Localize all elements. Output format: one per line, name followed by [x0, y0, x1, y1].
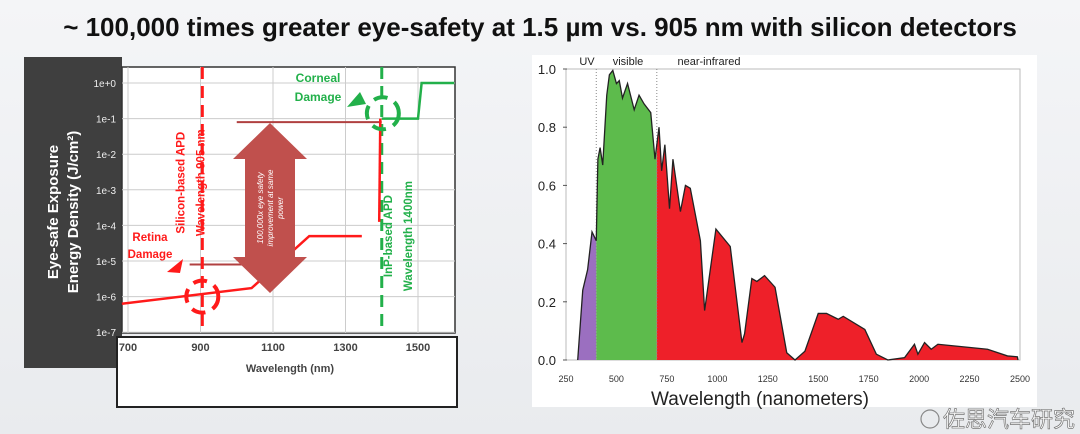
y-tick-label: 0.8 — [538, 120, 556, 135]
corneal-pointer-icon — [347, 92, 366, 107]
x-tick-label: 2500 — [1010, 374, 1030, 384]
arrow-label-line2: improvement at same — [266, 169, 275, 246]
double-arrow-icon — [233, 123, 307, 293]
x-axis-label: Wavelength (nm) — [246, 363, 335, 375]
x-tick-label: 1100 — [261, 342, 285, 354]
x-tick-label: 900 — [191, 342, 209, 354]
x-tick-label: 500 — [609, 374, 624, 384]
band-label: visible — [613, 56, 644, 68]
spectrum-area-near-infrared — [656, 127, 1018, 360]
x-tick-label: 1750 — [859, 374, 879, 384]
y-tick-label: 1e-7 — [96, 328, 116, 339]
x-tick-label: 250 — [558, 374, 573, 384]
x-axis-panel — [116, 336, 458, 408]
x-tick-label: 750 — [659, 374, 674, 384]
y-tick-label: 1e-3 — [96, 186, 116, 197]
watermark: 佐思汽车研究 — [943, 408, 1075, 433]
x-tick-label: 700 — [119, 342, 137, 354]
y-axis-panel — [24, 57, 122, 368]
retina-label-line1: Retina — [132, 232, 168, 244]
arrow-label-line1: 100,000x eye safety — [256, 171, 265, 244]
y-axis-label-line1: Eye-safe Exposure — [45, 145, 62, 279]
retina-label-line2: Damage — [128, 249, 173, 261]
y-axis-label-line2: Energy Density (J/cm²) — [65, 131, 82, 294]
corneal-label-line1: Corneal — [296, 71, 341, 85]
marker-label-silicon: Silicon-based APD Wavelength 905 nm — [175, 129, 207, 236]
y-tick-label: 0.4 — [538, 237, 556, 252]
marker-label-line2: Wavelength 905 nm — [195, 129, 207, 236]
x-tick-label: 1500 — [406, 342, 430, 354]
x-tick-label: 2250 — [960, 374, 980, 384]
retina-pointer-icon — [167, 259, 183, 273]
series-line-1 — [377, 118, 382, 222]
band-label: UV — [579, 56, 595, 68]
spectrum-area-visible — [596, 70, 657, 360]
y-tick-label: 1e-1 — [96, 115, 116, 126]
wechat-watermark-icon — [920, 409, 940, 429]
marker-label-line1: InP-based APD — [383, 195, 395, 277]
marker-label-inp: InP-based APD Wavelength 1400nm — [383, 181, 415, 291]
y-tick-label: 0.2 — [538, 295, 556, 310]
arrow-label-line3: power — [276, 197, 285, 220]
x-tick-label: 1500 — [808, 374, 828, 384]
x-tick-label: 1250 — [758, 374, 778, 384]
spectrum-area-UV — [577, 231, 597, 360]
band-label: near-infrared — [678, 56, 741, 68]
slide-title: ~ 100,000 times greater eye-safety at 1.… — [63, 12, 1017, 42]
y-tick-label: 1e-4 — [96, 221, 116, 232]
retina-highlight-circle — [184, 278, 221, 315]
corneal-highlight-circle — [364, 95, 401, 132]
arrow-label: 100,000x eye safety improvement at same po… — [256, 169, 285, 246]
x-axis-label: Wavelength (nanometers) — [651, 389, 869, 410]
marker-label-line1: Silicon-based APD — [175, 132, 187, 234]
x-tick-label: 2000 — [909, 374, 929, 384]
y-tick-label: 1e-5 — [96, 257, 116, 268]
y-tick-label: 0.0 — [538, 353, 556, 368]
y-axis-label: Eye-safe Exposure Energy Density (J/cm²) — [45, 131, 82, 294]
y-tick-label: 1e+0 — [93, 79, 116, 90]
spectrum-outline — [577, 69, 1019, 361]
y-tick-label: 1e-2 — [96, 150, 116, 161]
marker-label-line2: Wavelength 1400nm — [403, 181, 415, 291]
y-tick-label: 1.0 — [538, 62, 556, 77]
x-tick-label: 1300 — [333, 342, 357, 354]
y-tick-label: 1e-6 — [96, 293, 116, 304]
x-tick-label: 1000 — [707, 374, 727, 384]
corneal-label-line2: Damage — [295, 90, 342, 104]
y-tick-label: 0.6 — [538, 178, 556, 193]
